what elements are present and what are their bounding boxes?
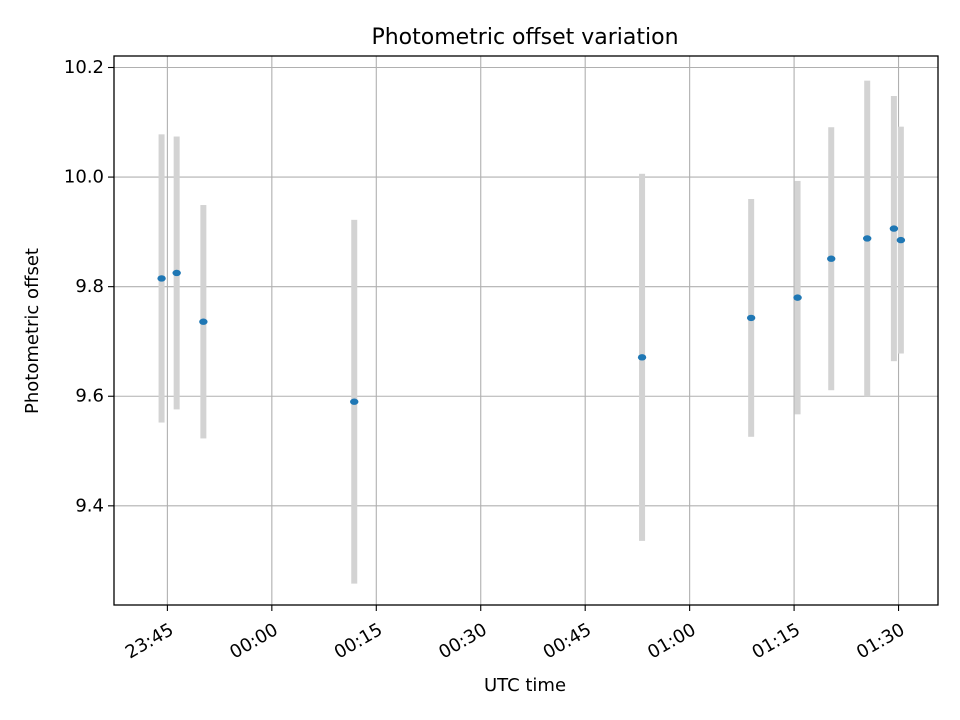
data-points <box>157 225 906 405</box>
data-point <box>863 235 872 242</box>
x-tick-label: 00:00 <box>226 619 281 663</box>
y-axis-ticks: 9.4 9.6 9.8 10.0 10.2 <box>64 57 114 516</box>
x-tick-label: 00:30 <box>435 619 490 663</box>
data-point <box>746 314 756 322</box>
x-tick-label: 01:30 <box>853 619 908 663</box>
y-tick-label: 9.8 <box>75 276 104 297</box>
plot-frame <box>113 55 939 606</box>
x-tick-label: 01:00 <box>644 619 699 663</box>
y-tick-label: 10.2 <box>64 57 104 78</box>
data-point <box>350 398 359 405</box>
data-point <box>889 225 899 232</box>
x-axis-ticks: 23:45 00:00 00:15 00:30 00:45 01:00 01:15 01:30 <box>122 605 908 663</box>
data-point <box>793 294 802 301</box>
y-tick-label: 9.4 <box>75 495 104 516</box>
y-tick-label: 10.0 <box>64 167 104 188</box>
data-point <box>157 275 166 282</box>
x-tick-label: 23:45 <box>122 619 177 663</box>
data-point <box>896 236 906 244</box>
x-tick-label: 00:15 <box>331 619 386 663</box>
data-point <box>827 255 836 262</box>
data-point <box>199 318 208 325</box>
data-point <box>637 354 647 361</box>
error-bars <box>158 80 904 584</box>
y-axis-label: Photometric offset <box>22 248 43 414</box>
x-tick-label: 01:15 <box>749 619 804 663</box>
y-tick-label: 9.6 <box>75 386 104 407</box>
x-axis-label: UTC time <box>484 675 566 696</box>
chart-title: Photometric offset variation <box>371 25 678 50</box>
x-tick-label: 00:45 <box>540 619 595 663</box>
grid <box>114 56 938 605</box>
data-point <box>172 269 181 277</box>
